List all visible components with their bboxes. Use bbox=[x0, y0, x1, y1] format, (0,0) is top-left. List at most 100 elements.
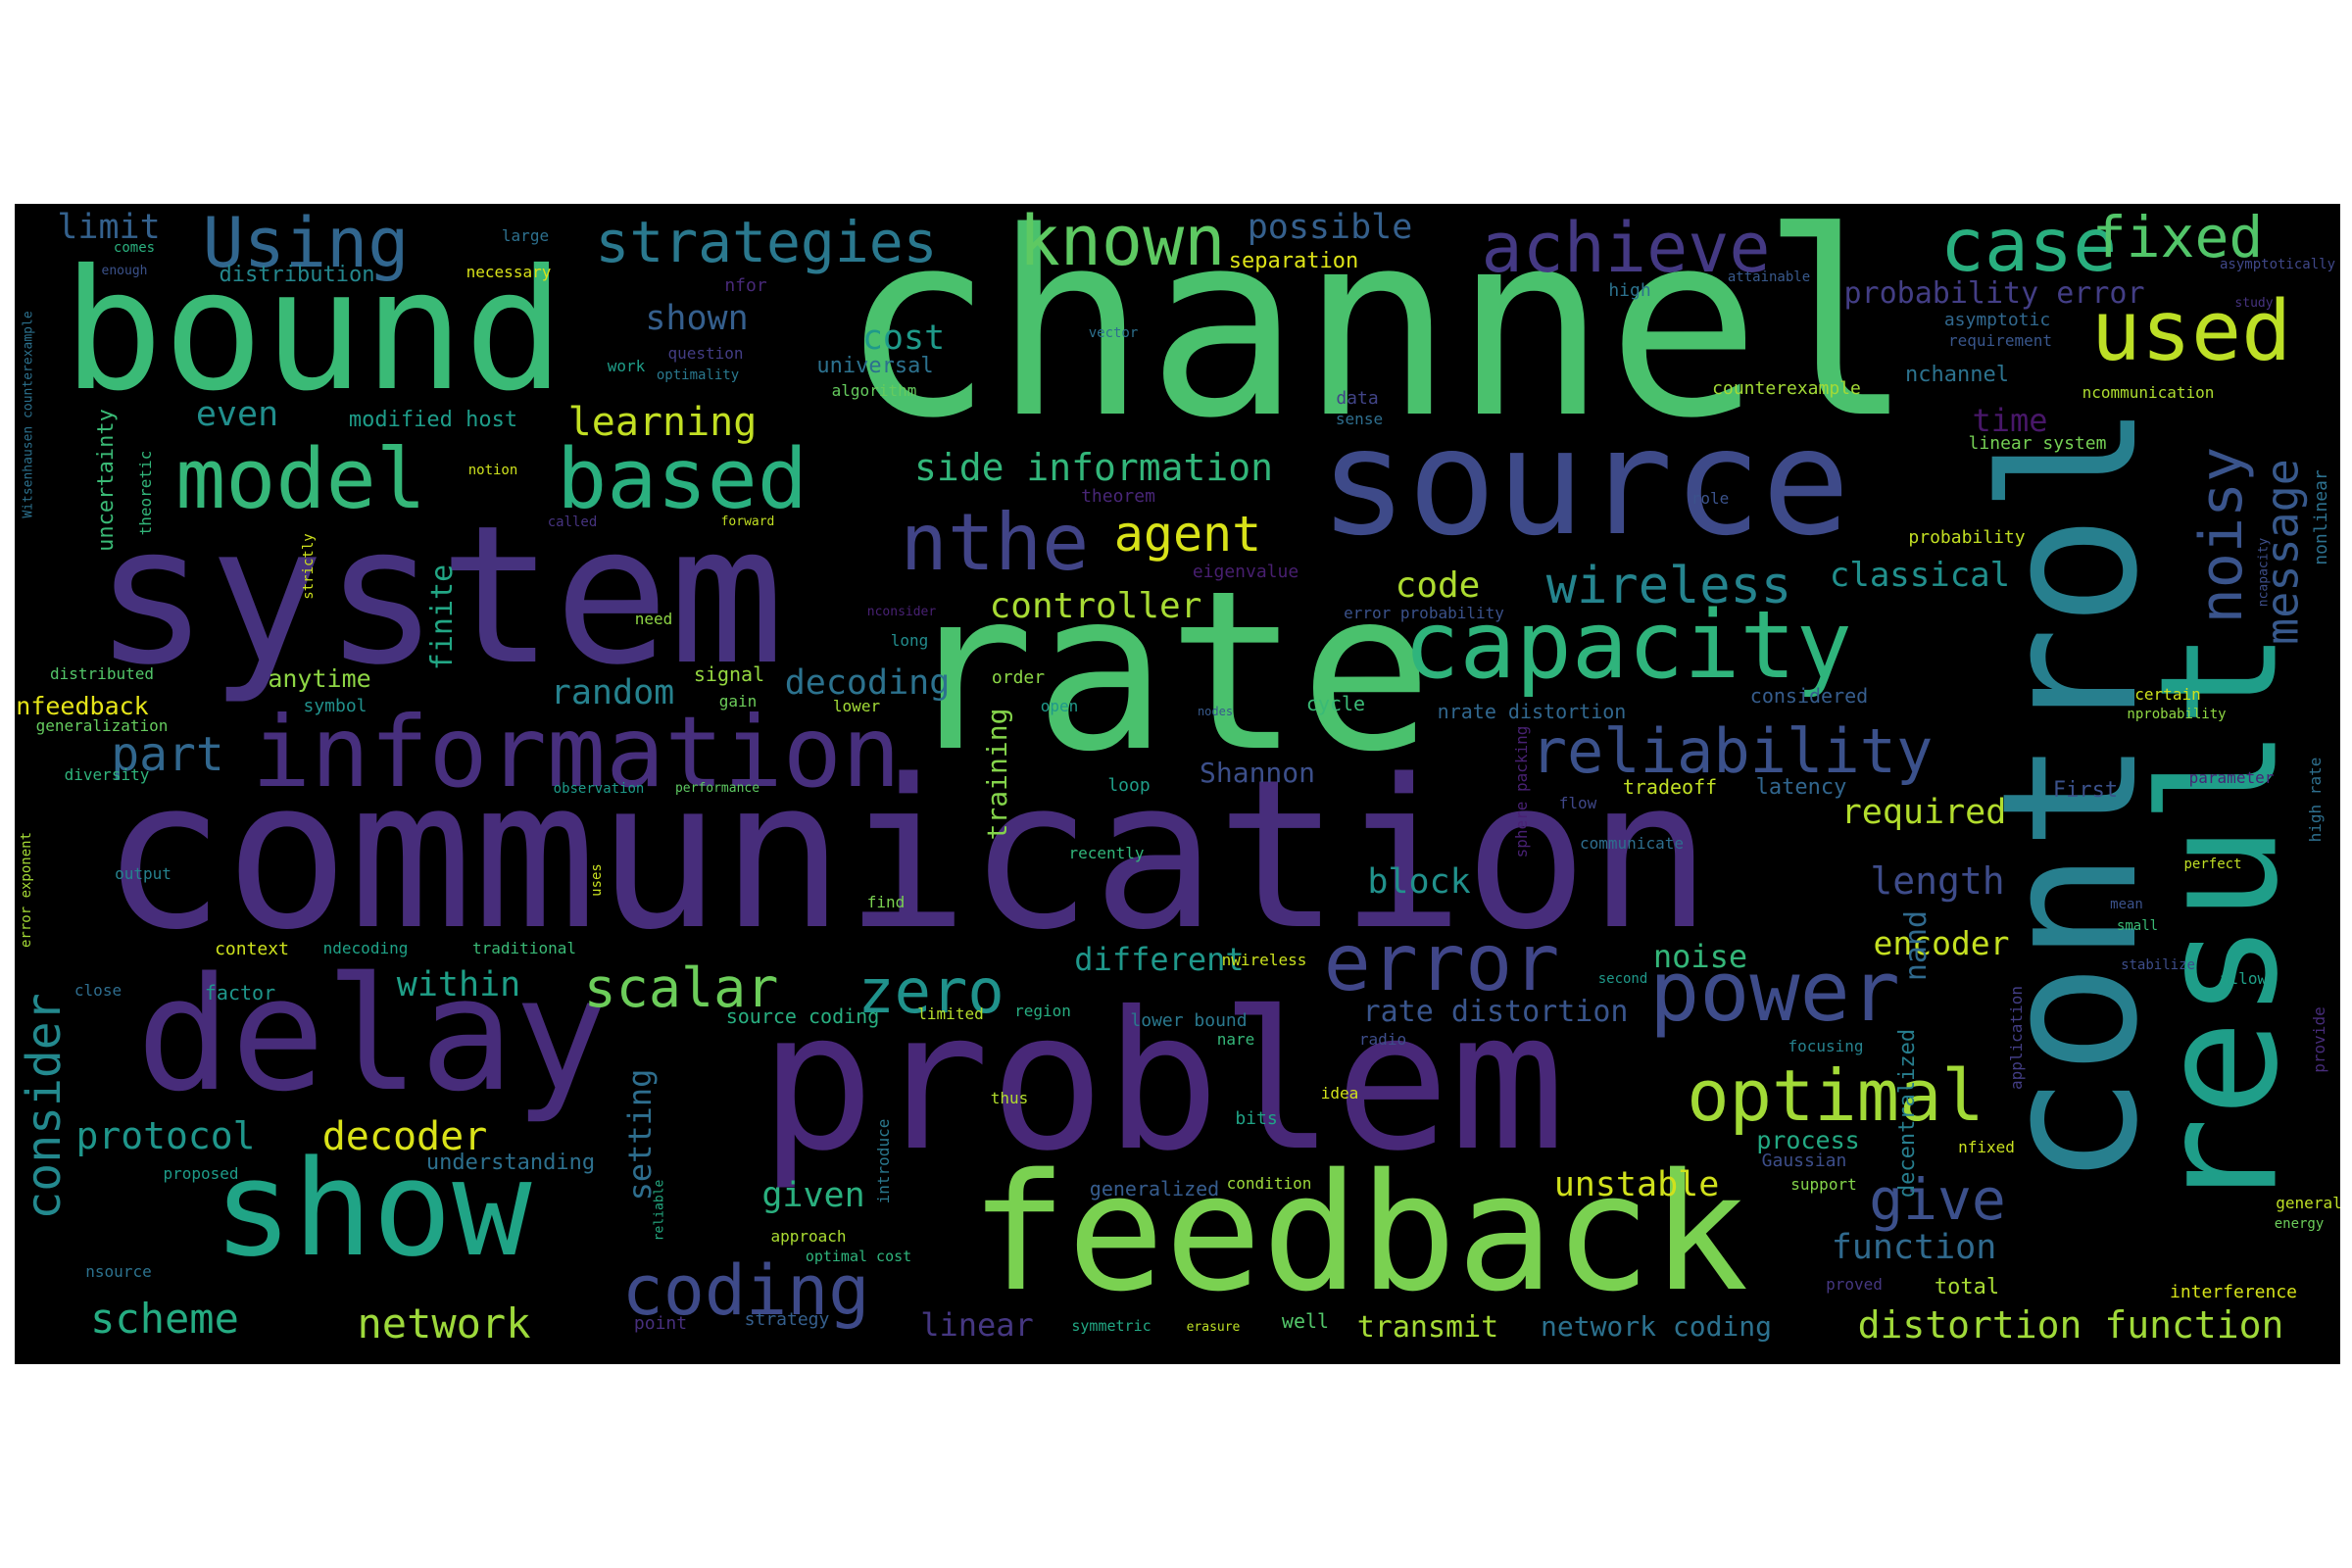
word-classical: classical bbox=[1829, 556, 2011, 595]
word-channel: channel bbox=[840, 204, 1914, 474]
word-function: function bbox=[1831, 1228, 1997, 1267]
word-requirement: requirement bbox=[1948, 331, 2052, 350]
word-used: used bbox=[2090, 283, 2292, 380]
word-modified-host: modified host bbox=[348, 408, 518, 432]
word-coding: coding bbox=[621, 1250, 870, 1331]
word-distortion-function: distortion function bbox=[1857, 1303, 2284, 1347]
word-nfeedback: nfeedback bbox=[16, 692, 149, 720]
word-error-probability: error probability bbox=[1344, 604, 1504, 622]
word-reliability: reliability bbox=[1530, 715, 1934, 787]
word-loop: loop bbox=[1107, 775, 1151, 796]
word-nfixed: nfixed bbox=[1958, 1138, 2015, 1156]
word-observation: observation bbox=[553, 781, 645, 797]
word-understanding: understanding bbox=[425, 1151, 596, 1175]
word-considered: considered bbox=[1749, 684, 1869, 708]
word-signal: signal bbox=[693, 662, 765, 686]
word-role: role bbox=[1690, 489, 1730, 508]
word-vector: vector bbox=[1088, 325, 1139, 341]
word-process: uncertainty bbox=[94, 409, 119, 552]
word-generalized: generalized bbox=[1089, 1177, 1220, 1200]
word-certain: certain bbox=[2134, 685, 2201, 704]
word-give: give bbox=[1869, 1166, 2006, 1233]
word-decoder: decoder bbox=[321, 1114, 488, 1159]
word-eigenvalue: eigenvalue bbox=[1192, 562, 1299, 582]
word-universal: universal bbox=[816, 354, 934, 378]
word-output: output bbox=[115, 864, 172, 883]
word-transmit: transmit bbox=[1356, 1310, 1499, 1345]
word-nwireless: nwireless bbox=[1221, 951, 1307, 969]
word-uncertainty: process bbox=[1756, 1126, 1860, 1154]
word-factor: factor bbox=[204, 981, 276, 1004]
word-error: error bbox=[1323, 917, 1560, 1008]
word-learning: learning bbox=[567, 400, 758, 445]
word-nand: nand bbox=[1899, 909, 1934, 982]
word-diversity: diversity bbox=[64, 765, 150, 784]
word-source: source bbox=[1319, 398, 1850, 568]
word-proposed: proposed bbox=[163, 1164, 239, 1183]
word-algorithm: algorithm bbox=[831, 381, 917, 400]
word-zero: zero bbox=[858, 956, 1004, 1027]
word-well: well bbox=[1281, 1309, 1330, 1333]
word-source-coding: source coding bbox=[725, 1004, 880, 1028]
word-reliable: reliable bbox=[652, 1179, 667, 1242]
word-tradeoff: tradeoff bbox=[1622, 775, 1718, 799]
word-feedback: feedback bbox=[969, 1139, 1749, 1327]
word-need: need bbox=[634, 610, 673, 628]
word-communicate: communicate bbox=[1580, 834, 1684, 853]
word-linear-system: linear system bbox=[1968, 433, 2107, 454]
word-setting: setting bbox=[621, 1068, 659, 1201]
word-focusing: focusing bbox=[1788, 1037, 1864, 1055]
word-separation: separation bbox=[1228, 249, 1359, 273]
word-long: long bbox=[890, 631, 929, 650]
word-show: show bbox=[213, 1132, 532, 1286]
word-information: information bbox=[251, 695, 902, 809]
word-point: point bbox=[633, 1313, 688, 1334]
word-strictly: strictly bbox=[301, 533, 317, 600]
word-general: general bbox=[2276, 1194, 2340, 1212]
word-shannon: Shannon bbox=[1199, 757, 1316, 789]
word-total: total bbox=[1934, 1275, 2000, 1299]
word-counterexample: counterexample bbox=[1712, 378, 1861, 399]
word-decentralized: decentralized bbox=[1895, 1028, 1920, 1199]
word-power: power bbox=[1649, 944, 1900, 1041]
word-nthe: nthe bbox=[900, 497, 1090, 588]
word-called: called bbox=[547, 514, 598, 530]
word-provide: provide bbox=[2310, 1006, 2328, 1073]
word-allow: allow bbox=[2219, 969, 2268, 988]
word-radio: radio bbox=[1358, 1030, 1407, 1049]
word-agent: agent bbox=[1113, 506, 1262, 563]
word-find: find bbox=[866, 893, 906, 911]
word-order: order bbox=[991, 667, 1046, 688]
word-nfor: nfor bbox=[724, 275, 767, 296]
word-linear: linear bbox=[920, 1306, 1034, 1344]
word-protocol: protocol bbox=[75, 1114, 256, 1157]
word-scalar: scalar bbox=[583, 956, 779, 1019]
word-study: study bbox=[2234, 296, 2274, 311]
word-theoretic: theoretic bbox=[136, 450, 155, 536]
word-close: close bbox=[74, 981, 122, 1000]
word-required: required bbox=[1840, 793, 2007, 832]
word-delay: delay bbox=[136, 943, 609, 1126]
word-gain: gain bbox=[718, 692, 758, 710]
word-optimal: optimal bbox=[1687, 1054, 1984, 1137]
word-nchannel: nchannel bbox=[1905, 363, 2009, 387]
word-comes: comes bbox=[113, 240, 156, 256]
word-system: system bbox=[93, 484, 785, 707]
word-encoder: encoder bbox=[1873, 924, 2010, 962]
word-nrate-distortion: nrate distortion bbox=[1437, 700, 1627, 723]
word-parameter: parameter bbox=[2188, 768, 2275, 787]
word-uses: uses bbox=[589, 863, 605, 897]
word-witsenhausen-counterexample: Witsenhausen counterexample bbox=[21, 311, 36, 518]
word-scheme: scheme bbox=[90, 1295, 239, 1343]
word-length: length bbox=[1870, 859, 2005, 903]
word-perfect: perfect bbox=[2183, 857, 2242, 872]
word-gaussian: Gaussian bbox=[1761, 1151, 1847, 1171]
word-network: network bbox=[357, 1299, 531, 1348]
word-mean: mean bbox=[2110, 897, 2143, 912]
word-limited: limited bbox=[917, 1004, 984, 1023]
word-capacity: capacity bbox=[1403, 592, 1852, 700]
word-side-information: side information bbox=[913, 446, 1274, 489]
word-optimal-cost: optimal cost bbox=[805, 1248, 912, 1265]
word-latency: latency bbox=[1755, 775, 1847, 800]
word-cloud: channel bound system rate communication … bbox=[15, 204, 2340, 1364]
